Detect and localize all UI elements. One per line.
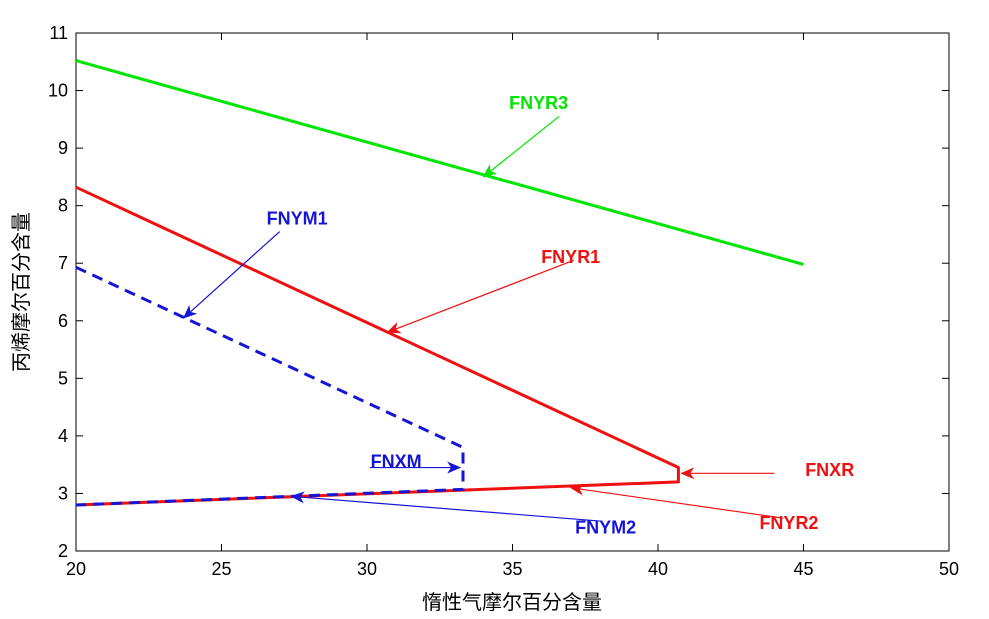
green-series-line	[75, 59, 804, 266]
x-tick-label: 50	[939, 559, 959, 579]
annotation-label: FNYM1	[267, 209, 328, 229]
annotation-label: FNYR1	[541, 247, 600, 267]
red-series-line	[75, 185, 680, 507]
y-tick-label: 3	[58, 483, 68, 503]
annotation-label: FNXR	[805, 460, 854, 480]
y-tick-label: 9	[58, 138, 68, 158]
x-tick-label: 30	[357, 559, 377, 579]
annotation-arrow	[482, 115, 560, 178]
x-axis-label: 惰性气摩尔百分含量	[422, 590, 602, 614]
x-tick-label: 45	[793, 559, 813, 579]
x-tick-label: 20	[66, 559, 86, 579]
annotation-label: FNYR3	[509, 93, 568, 113]
annotation-label: FNYR2	[759, 513, 818, 533]
y-tick-label: 6	[58, 311, 68, 331]
annotation-arrow	[182, 231, 281, 319]
y-tick-label: 2	[58, 541, 68, 561]
x-tick-label: 35	[502, 559, 522, 579]
annotation-arrow	[386, 259, 574, 334]
x-tick-label: 25	[211, 559, 231, 579]
annotation-arrow	[290, 491, 600, 522]
y-tick-label: 8	[58, 196, 68, 216]
y-tick-label: 5	[58, 368, 68, 388]
annotation-label: FNYM2	[575, 518, 636, 538]
y-tick-label: 10	[48, 81, 68, 101]
x-tick-label: 40	[648, 559, 668, 579]
y-axis-label: 丙烯摩尔百分含量	[9, 212, 33, 372]
y-tick-label: 7	[58, 253, 68, 273]
y-tick-label: 11	[49, 23, 68, 43]
annotation-layer: FNYR3 FNYR1 FNYM1 FNXM FNXR FNYR2 FNYM2	[182, 93, 854, 538]
annotation-label: FNXM	[371, 452, 422, 472]
plot-area	[75, 32, 950, 552]
annotation-arrow	[569, 483, 784, 519]
y-tick-label: 4	[58, 426, 68, 446]
series-layer	[75, 59, 804, 507]
